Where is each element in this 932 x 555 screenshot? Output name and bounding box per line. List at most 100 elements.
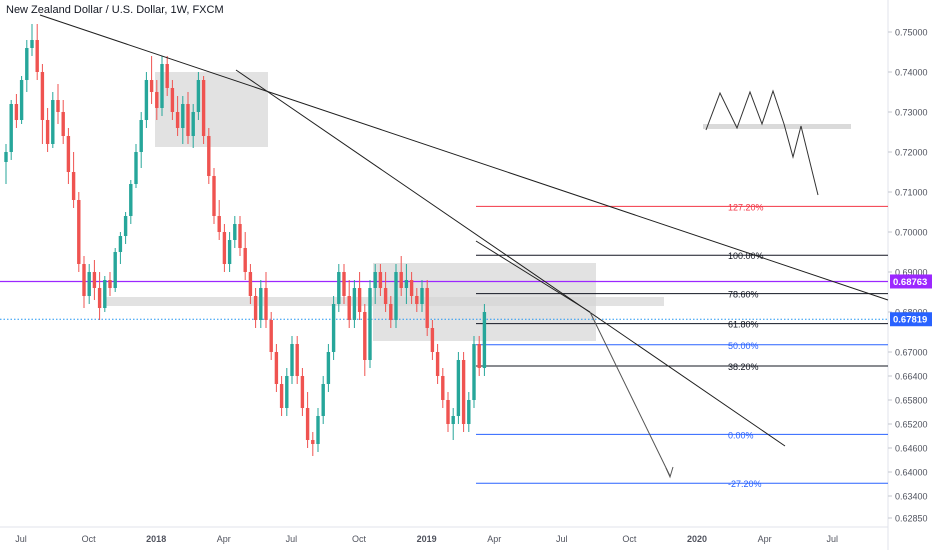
candle-body [290,344,294,376]
x-tick-label: Jul [15,534,27,544]
candle-body [222,232,227,264]
candle-body [383,288,388,304]
candle-body [316,416,320,444]
candle-body [212,176,216,216]
candle-body [123,216,128,236]
chart-title: New Zealand Dollar / U.S. Dollar, 1W, FX… [6,4,224,16]
price-label: 0.68763 [893,277,927,288]
candle-body [35,40,39,72]
candle-body [233,224,237,240]
fib-level-label: 38.20% [728,362,759,372]
candle-body [118,236,123,252]
candle-body [305,408,310,440]
candle-body [113,252,117,288]
candle-body [170,88,175,112]
x-tick-label: Oct [622,534,637,544]
price-label-bg [890,312,932,327]
x-tick-label: 2018 [146,534,166,544]
arrow-head [665,466,674,479]
candle-body [92,272,97,288]
candle-body [420,288,424,304]
x-tick-label: Oct [352,534,367,544]
zigzag-path [705,89,819,196]
candle-body [456,360,461,416]
candle-body [363,312,367,360]
candle-body [134,152,138,184]
x-tick-label: Oct [82,534,97,544]
candle-body [149,80,154,92]
trendline-short [235,69,786,447]
candle-body [451,416,455,424]
candle-body [14,104,19,120]
candle-body [71,172,76,200]
y-tick-label: 0.66400 [895,372,928,382]
candle-body [285,376,289,408]
candle-body [300,376,305,408]
candle-body [394,272,398,320]
candle-body [25,48,29,80]
candle-body [253,296,258,320]
candle-body [160,64,164,108]
fib-level-label: 78.60% [728,290,759,300]
y-tick-label: 0.72000 [895,148,928,158]
candle-body [441,376,445,400]
candle-body [347,296,351,320]
candle-body [337,272,341,304]
candle-body [404,280,409,288]
candle-body [295,344,299,376]
candle-body [368,288,372,360]
candle-body [425,288,429,328]
y-tick-label: 0.64000 [895,468,928,478]
candle-body [357,288,362,312]
candle-body [269,320,273,352]
candle-body [435,352,440,376]
candle-body [51,100,55,144]
candle-body [472,344,476,400]
y-tick-label: 0.71000 [895,188,928,198]
candle-body [243,248,247,272]
y-tick-label: 0.75000 [895,28,928,38]
x-tick-label: Apr [758,534,772,544]
y-tick-label: 0.73000 [895,108,928,118]
candle-body [311,440,315,444]
fib-level-label: 127.20% [728,202,764,212]
candle-body [144,80,149,120]
y-tick-label: 0.65800 [895,396,928,406]
x-tick-label: Jul [556,534,568,544]
y-tick-label: 0.70000 [895,228,928,238]
candle-body [279,384,284,408]
candle-body [77,200,81,264]
candle-body [467,400,471,424]
candle-body [264,288,268,320]
x-tick-label: Apr [217,534,231,544]
candle-body [155,92,159,108]
candle-body [19,80,24,120]
candle-body [326,352,331,384]
candle-body [461,360,466,424]
candle-body [45,120,50,144]
candle-body [181,104,185,128]
candle-body [389,304,393,320]
candle-body [373,272,377,288]
candle-body [331,304,336,352]
candle-body [56,100,60,112]
fib-trend-line [475,240,591,313]
candle-body [352,288,357,320]
candle-body [259,288,263,320]
y-tick-label: 0.69000 [895,268,928,278]
candle-body [238,224,242,248]
candle-body [108,280,112,288]
candle-body [482,312,487,368]
candle-body [207,136,211,176]
candle-body [274,352,279,384]
y-tick-label: 0.64600 [895,444,928,454]
candle-body [186,104,190,136]
candle-body [97,288,102,308]
candle-body [248,272,253,296]
y-tick-label: 0.74000 [895,68,928,78]
candle-body [40,72,45,120]
x-tick-label: 2019 [417,534,437,544]
x-tick-label: 2020 [687,534,707,544]
candle-body [430,328,435,352]
